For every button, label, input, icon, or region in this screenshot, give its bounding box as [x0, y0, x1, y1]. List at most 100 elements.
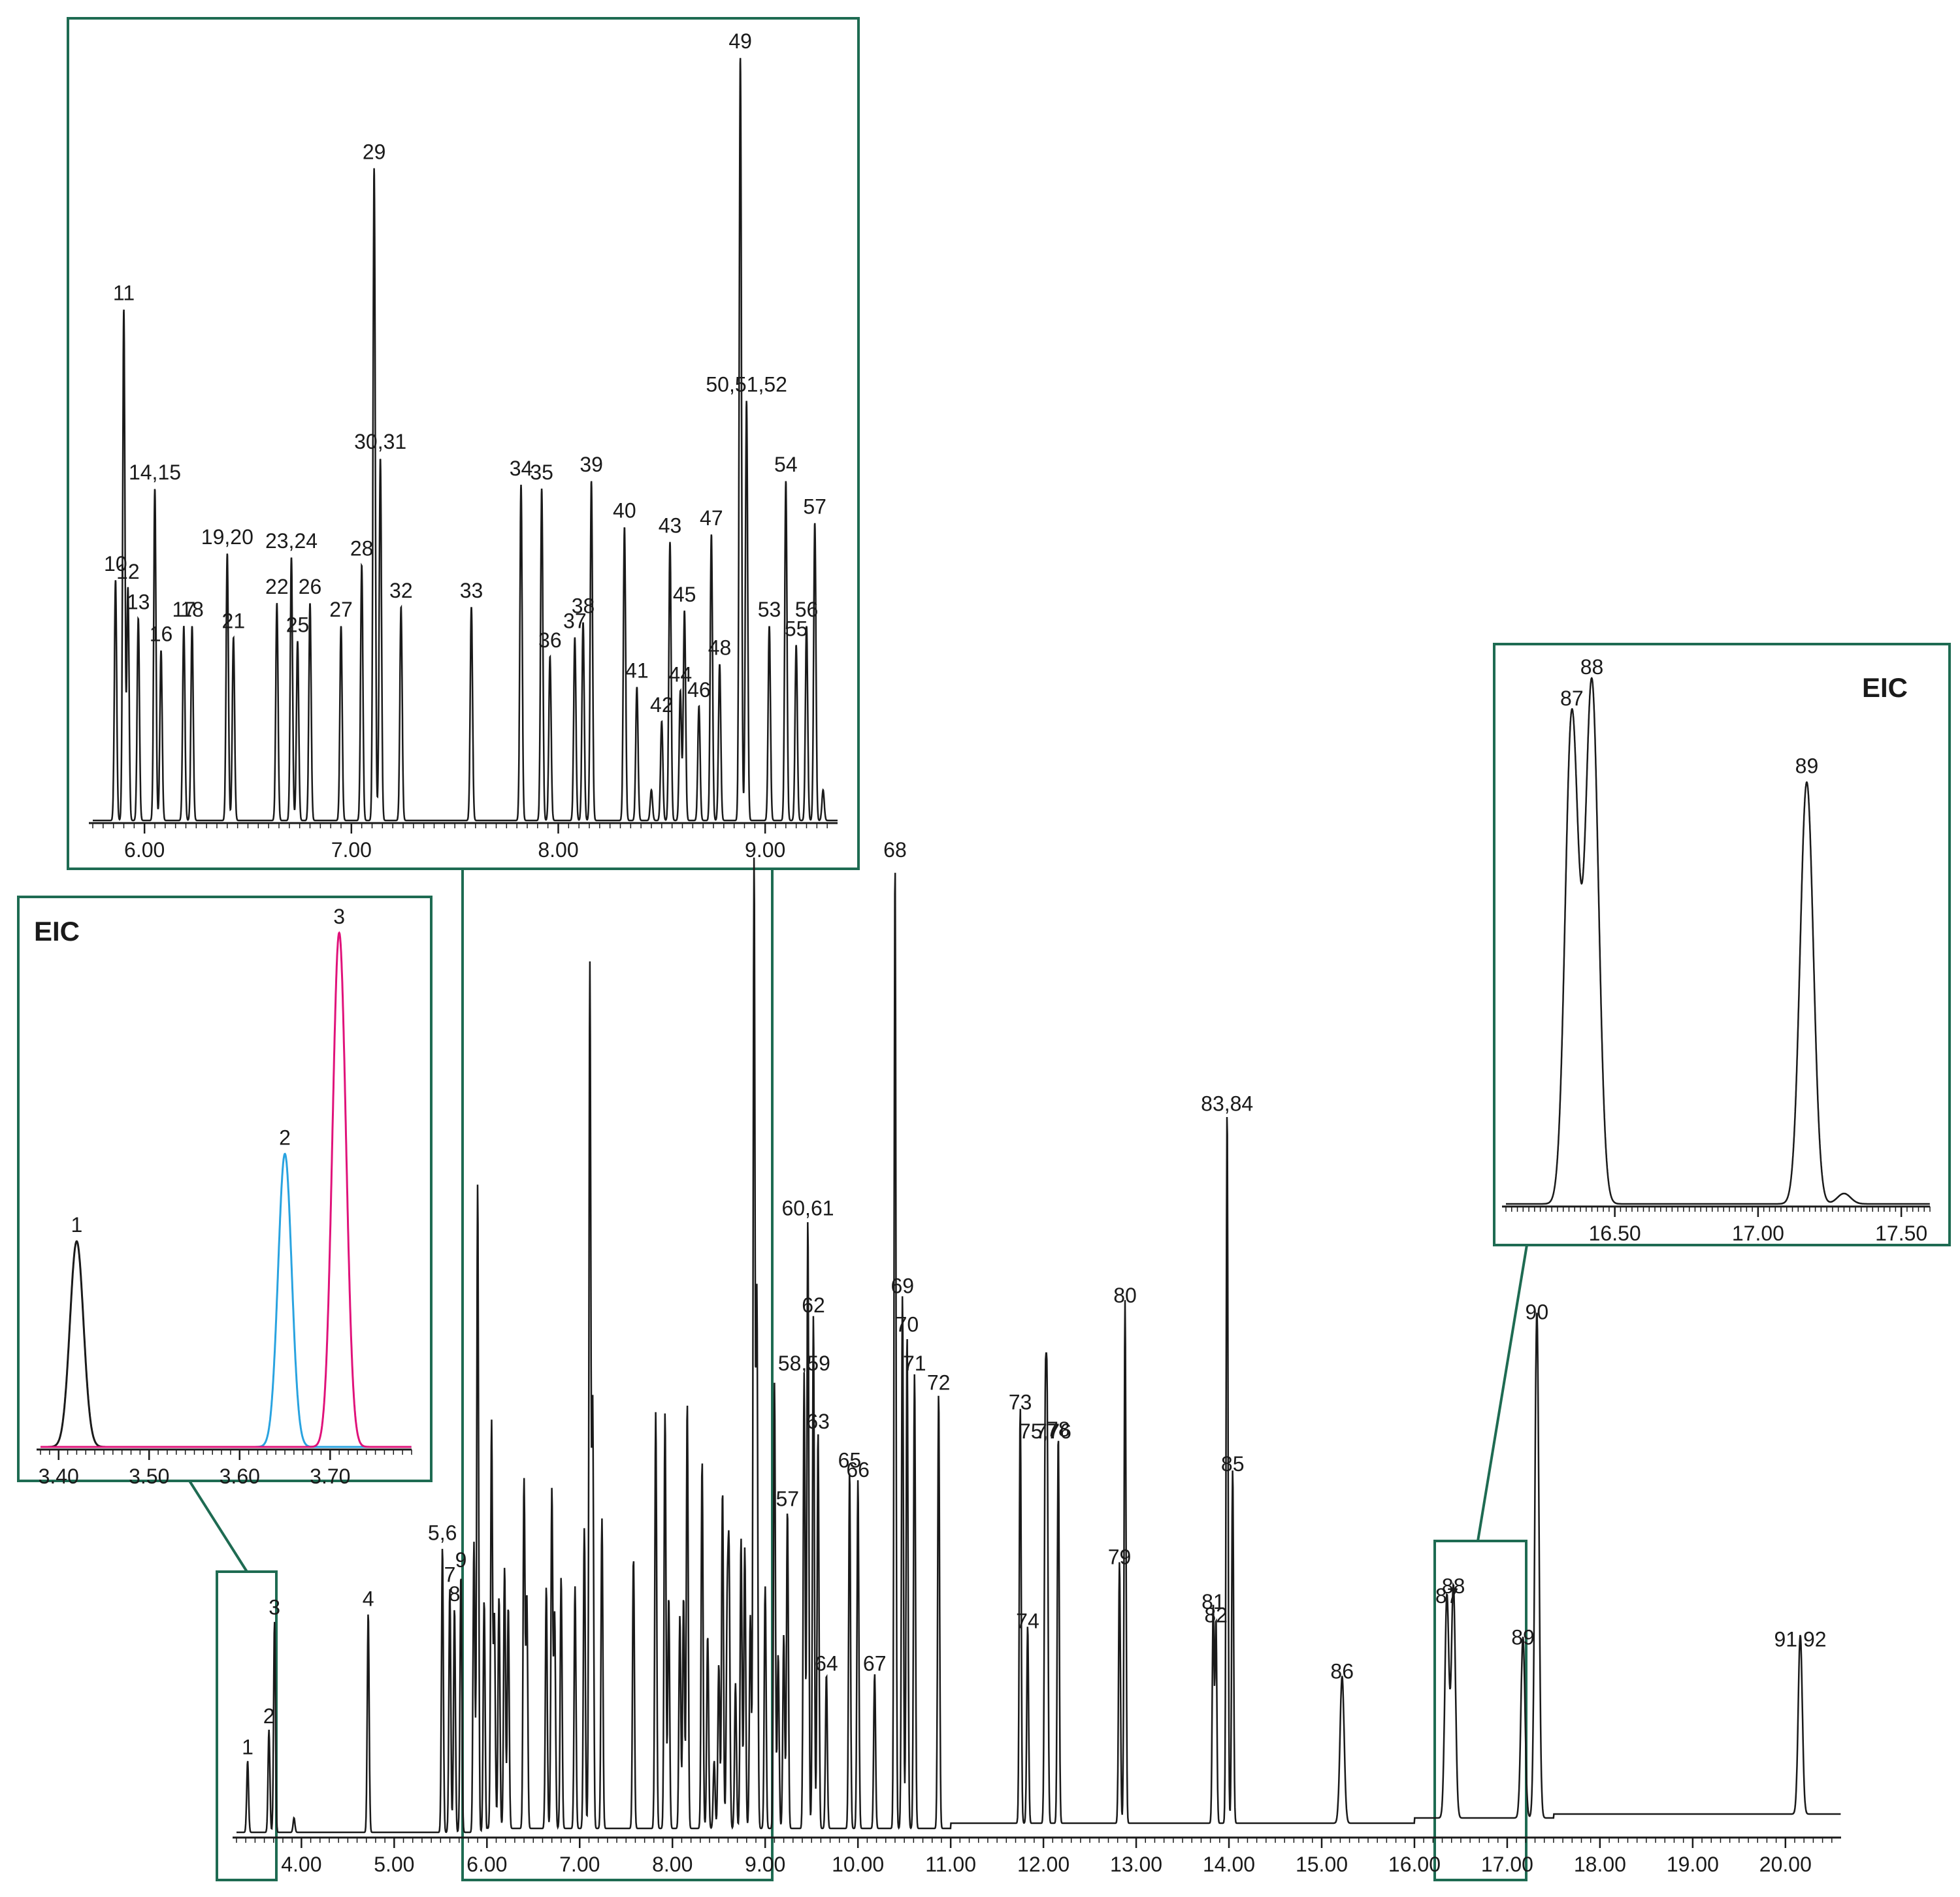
peak-label: 45 [673, 583, 696, 606]
x-tick-label: 10.00 [832, 1853, 884, 1876]
peak-label: 64 [815, 1652, 838, 1676]
peak-label: 29 [363, 140, 386, 163]
peak-label: 71 [903, 1352, 926, 1375]
peak-label: 44 [669, 662, 693, 686]
peak-label: 34 [510, 457, 533, 480]
peak-label: 68 [883, 838, 907, 862]
x-tick-label: 7.00 [331, 838, 372, 862]
x-tick-label: 5.00 [374, 1853, 414, 1876]
peak-label: 23,24 [265, 529, 318, 553]
frame-inset-eic-left [17, 896, 433, 1482]
peak-label: 19,20 [201, 525, 253, 549]
peak-label: 78 [1047, 1418, 1070, 1441]
peak-label: 66 [846, 1458, 870, 1482]
eic-trace-2 [41, 1152, 412, 1448]
peak-label: 4 [363, 1587, 374, 1610]
peak-label: 88 [1580, 655, 1604, 679]
peak-label: 3 [333, 905, 345, 928]
main-chromatogram: 123 45,67895758,5960,61626364656667686970… [233, 838, 1841, 1876]
peak-label: 56 [795, 598, 819, 621]
x-tick-label: 9.00 [745, 838, 785, 862]
peak-label: 9 [455, 1548, 467, 1572]
peak-label: 12 [116, 560, 140, 583]
eic-trace-3 [41, 931, 412, 1448]
peak-label: 47 [700, 506, 723, 530]
peak-label: 36 [538, 628, 562, 652]
inset-eic-right-chromatogram: EIC 87 88 89 16.50 17.00 17.50 [1502, 655, 1931, 1245]
x-tick-label: 18.00 [1574, 1853, 1626, 1876]
peak-label: 88 [1442, 1574, 1465, 1598]
peak-label: 74 [1016, 1609, 1039, 1632]
peak-label: 69 [891, 1274, 915, 1297]
peak-label: 1 [71, 1213, 83, 1237]
peak-label: 49 [728, 29, 752, 53]
peak-label: 73 [1009, 1390, 1032, 1414]
x-tick-label: 4.00 [281, 1853, 321, 1876]
x-tick-label: 17.50 [1875, 1222, 1927, 1245]
x-tick-label: 14.00 [1203, 1853, 1255, 1876]
inset-eic-left-chromatogram: EIC 1 2 3 3.40 3.50 3.60 3.70 [34, 905, 412, 1488]
peak-label: 48 [708, 636, 732, 660]
x-tick-label: 3.50 [129, 1465, 169, 1488]
peak-label: 38 [572, 594, 595, 617]
peak-label: 16 [150, 623, 173, 646]
x-tick-label: 8.00 [652, 1853, 693, 1876]
x-tick-label: 9.00 [745, 1853, 785, 1876]
highlight-box-middle [461, 867, 774, 1881]
peak-label: 53 [758, 598, 781, 621]
x-tick-label: 20.00 [1759, 1853, 1812, 1876]
x-tick-label: 3.40 [39, 1465, 79, 1488]
peak-label: 57 [803, 495, 826, 518]
connector-eic-left [188, 1480, 248, 1573]
chromatogram-trace [237, 857, 1841, 1834]
peak-label: 80 [1113, 1284, 1137, 1307]
peak-label: 32 [389, 579, 413, 602]
x-tick-label: 15.00 [1296, 1853, 1348, 1876]
peak-label: 58,59 [778, 1352, 830, 1375]
peak-label: 2 [279, 1126, 291, 1149]
x-tick-label: 19.00 [1667, 1853, 1719, 1876]
x-tick-label: 16.50 [1589, 1222, 1641, 1245]
peak-label: 87 [1435, 1584, 1459, 1608]
inset-frames [17, 17, 1951, 1881]
peak-label: 37 [563, 609, 587, 633]
x-tick-label: 3.70 [310, 1465, 350, 1488]
chromatogram-trace [1506, 677, 1930, 1205]
eic-right-title: EIC [1862, 672, 1908, 703]
x-tick-label: 16.00 [1388, 1853, 1441, 1876]
x-tick-label: 6.00 [466, 1853, 507, 1876]
peak-label: 43 [659, 514, 682, 538]
eic-left-title: EIC [34, 916, 80, 947]
peak-label: 50,51,52 [706, 373, 787, 397]
peak-label: 70 [896, 1313, 919, 1337]
peak-label: 79 [1108, 1546, 1132, 1569]
peak-label: 75,76 [1019, 1419, 1071, 1443]
x-tick-label: 6.00 [124, 838, 165, 862]
peak-label: 40 [613, 498, 636, 522]
peak-label: 25 [286, 613, 310, 637]
x-tick-label: 8.00 [538, 838, 578, 862]
peak-label: 89 [1511, 1626, 1535, 1649]
peak-label: 57 [776, 1487, 799, 1511]
peak-label: 83,84 [1201, 1092, 1253, 1116]
peak-label: 65 [838, 1448, 862, 1472]
peak-label: 55 [785, 617, 808, 640]
peak-label: 21 [222, 609, 246, 633]
connector-eic-right [1477, 1244, 1528, 1542]
peak-label: 89 [1795, 754, 1819, 777]
peak-label: 18 [180, 598, 204, 621]
peak-label: 87 [1560, 687, 1584, 710]
x-tick-label: 17.00 [1481, 1853, 1533, 1876]
peak-label: 62 [802, 1293, 825, 1317]
peak-label: 39 [580, 453, 603, 476]
peak-label: 33 [460, 579, 483, 602]
peak-label: 28 [350, 537, 374, 560]
peak-label: 2 [263, 1704, 275, 1728]
frame-inset-eic-right [1493, 643, 1951, 1246]
peak-label: 81 [1201, 1590, 1225, 1613]
peak-label: 13 [127, 590, 150, 613]
peak-label: 27 [329, 598, 353, 621]
